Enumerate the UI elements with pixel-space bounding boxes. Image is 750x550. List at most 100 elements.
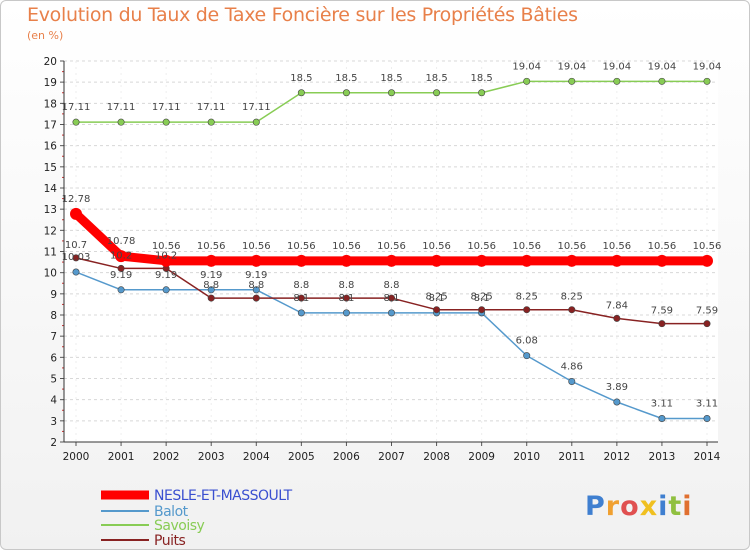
data-label-nesle-et-massoult: 10.56 [512,241,541,252]
data-point-balot [342,309,350,317]
y-tick-label: 16 [44,141,58,153]
data-label-savoisy: 18.5 [471,73,493,84]
data-point-balot [162,286,170,294]
data-label-puits: 8.8 [384,280,400,291]
x-tick-label: 2012 [603,451,630,463]
data-point-puits [207,294,215,302]
data-point-nesle-et-massoult [205,254,218,267]
data-label-puits: 8.25 [471,292,493,303]
series-nesle-et-massoult [70,207,713,267]
data-label-savoisy: 19.04 [603,61,632,72]
data-label-savoisy: 18.5 [425,73,447,84]
data-label-savoisy: 19.04 [648,61,677,72]
logo-letter: o [620,491,640,522]
data-label-puits: 8.8 [338,280,354,291]
data-point-savoisy [117,118,125,126]
y-tick-label: 2 [50,437,57,449]
logo-letter: r [605,491,621,522]
logo-letter: x [639,491,659,522]
data-label-balot: 9.19 [245,270,267,281]
data-point-savoisy [703,77,711,85]
data-label-nesle-et-massoult: 10.56 [648,241,677,252]
legend-label-balot: Balot [154,504,189,520]
data-point-savoisy [387,89,395,97]
data-label-balot: 9.19 [200,270,222,281]
data-point-puits [523,306,531,314]
logo-letter: i [658,491,669,522]
y-tick-label: 7 [50,331,57,343]
data-label-savoisy: 18.5 [290,73,312,84]
data-label-savoisy: 17.11 [62,102,91,113]
data-label-nesle-et-massoult: 10.56 [242,241,271,252]
data-label-savoisy: 17.11 [242,102,271,113]
data-label-savoisy: 18.5 [380,73,402,84]
data-point-puits [568,306,576,314]
data-label-balot: 9.19 [110,270,132,281]
data-point-puits [613,314,621,322]
data-label-balot: 3.11 [651,399,673,410]
data-point-puits [117,264,125,272]
data-point-savoisy [207,118,215,126]
x-tick-label: 2005 [288,451,315,463]
x-tick-label: 2007 [378,451,405,463]
x-tick-label: 2014 [694,451,721,463]
data-label-puits: 8.8 [248,280,264,291]
data-label-balot: 8.1 [293,293,309,304]
data-point-nesle-et-massoult [475,254,488,267]
data-label-savoisy: 19.04 [557,61,586,72]
data-label-nesle-et-massoult: 10.56 [557,241,586,252]
data-point-puits [72,254,80,262]
data-point-savoisy [72,118,80,126]
data-point-nesle-et-massoult [70,207,82,220]
series-savoisy [72,77,711,126]
data-label-nesle-et-massoult: 10.56 [467,241,496,252]
y-tick-label: 17 [44,120,57,132]
data-label-nesle-et-massoult: 10.56 [287,241,316,252]
proxiti-logo: Proxiti [585,491,693,522]
y-tick-label: 4 [50,395,57,407]
data-label-balot: 8.1 [384,293,400,304]
data-point-nesle-et-massoult [655,254,668,267]
data-point-puits [252,294,260,302]
x-tick-label: 2009 [468,451,495,463]
data-label-balot: 9.19 [155,270,177,281]
data-label-savoisy: 19.04 [512,61,541,72]
x-tick-label: 2008 [423,451,450,463]
data-point-puits [387,294,395,302]
legend-label-savoisy: Savoisy [154,518,205,534]
data-label-puits: 10.2 [110,250,132,261]
data-point-savoisy [342,89,350,97]
data-label-puits: 7.59 [696,306,718,317]
data-point-balot [568,377,576,385]
y-tick-label: 9 [50,289,57,301]
data-point-nesle-et-massoult [701,254,713,267]
y-tick-label: 3 [50,416,57,428]
data-point-puits [703,320,711,328]
data-point-balot [297,309,305,317]
data-point-nesle-et-massoult [610,254,623,267]
x-tick-label: 2006 [333,451,360,463]
y-tick-label: 6 [50,352,57,364]
data-point-nesle-et-massoult [115,250,128,263]
data-point-nesle-et-massoult [430,254,443,267]
data-label-balot: 3.11 [696,399,718,410]
data-point-balot [387,309,395,317]
data-point-savoisy [568,77,576,85]
data-label-balot: 8.1 [338,293,354,304]
data-label-puits: 7.59 [651,306,673,317]
data-label-nesle-et-massoult: 10.56 [152,241,181,252]
data-point-savoisy [162,118,170,126]
data-point-savoisy [252,118,260,126]
data-point-savoisy [297,89,305,97]
data-point-nesle-et-massoult [385,254,398,267]
data-point-nesle-et-massoult [565,254,578,267]
data-point-balot [523,352,531,360]
x-tick-label: 2011 [558,451,585,463]
y-tick-label: 14 [44,183,58,195]
data-point-puits [658,320,666,328]
data-point-balot [117,286,125,294]
y-tick-label: 15 [44,162,57,174]
x-tick-label: 2010 [513,451,540,463]
